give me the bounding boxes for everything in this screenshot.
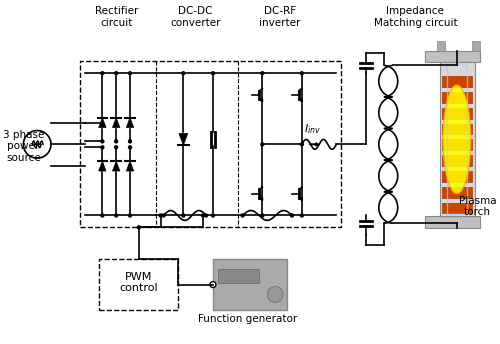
Circle shape [212,214,214,217]
Circle shape [290,214,294,217]
Bar [426,216,480,228]
Polygon shape [126,118,134,128]
Circle shape [300,214,304,217]
Circle shape [268,287,283,302]
Text: DC-RF
inverter: DC-RF inverter [260,6,301,28]
Text: DC-DC
converter: DC-DC converter [170,6,220,28]
Polygon shape [126,161,134,171]
Circle shape [261,143,264,146]
Bar [442,92,472,103]
Polygon shape [112,118,120,128]
FancyArrow shape [310,143,318,146]
Bar [442,187,472,198]
Bar [218,269,260,283]
Polygon shape [98,118,106,128]
Circle shape [300,72,304,75]
Text: Impedance
Matching circuit: Impedance Matching circuit [374,6,457,28]
Circle shape [101,72,104,75]
Bar [442,171,472,182]
Circle shape [261,72,264,75]
Bar [440,62,474,216]
Circle shape [114,214,117,217]
Circle shape [128,72,132,75]
Polygon shape [112,161,120,171]
Circle shape [204,214,208,217]
Circle shape [114,146,117,149]
Bar [447,64,467,214]
Circle shape [101,140,104,143]
Bar [213,259,287,310]
Bar [437,41,445,51]
Ellipse shape [443,85,470,194]
Bar [442,139,472,150]
Bar [442,123,472,135]
Bar [442,203,472,214]
Circle shape [128,214,132,217]
Text: Function generator: Function generator [198,314,297,324]
Circle shape [101,214,104,217]
Circle shape [202,214,204,217]
Circle shape [261,214,264,217]
Text: 3 phase
power
source: 3 phase power source [2,130,44,163]
Circle shape [101,146,104,149]
Bar [426,51,480,62]
Circle shape [128,146,132,149]
FancyArrow shape [300,197,302,200]
Bar [442,155,472,166]
Bar [442,108,472,119]
Circle shape [159,214,162,217]
Circle shape [241,214,244,217]
Bar [442,76,472,87]
FancyArrow shape [300,98,302,101]
Text: PWM
control: PWM control [120,272,158,293]
Circle shape [162,214,165,217]
Circle shape [210,282,216,288]
Circle shape [212,72,214,75]
Circle shape [182,214,185,217]
Bar [80,61,342,227]
Circle shape [128,140,132,143]
Circle shape [300,143,304,146]
FancyArrow shape [260,197,263,200]
Text: Rectifier
circuit: Rectifier circuit [94,6,138,28]
Text: $I_{inv}$: $I_{inv}$ [304,123,321,137]
Circle shape [182,72,185,75]
Polygon shape [98,161,106,171]
Polygon shape [179,133,188,145]
Circle shape [138,226,140,229]
Bar [100,259,178,310]
Text: Plasma
torch: Plasma torch [459,196,496,217]
FancyArrow shape [260,98,263,101]
Circle shape [114,140,117,143]
Circle shape [114,72,117,75]
Bar [472,41,480,51]
